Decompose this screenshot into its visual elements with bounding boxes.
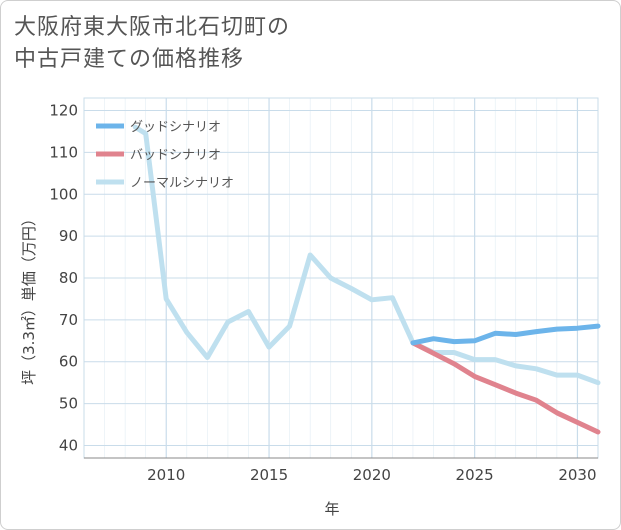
series-line-good [410, 323, 601, 346]
y-tick-label: 90 [59, 227, 78, 245]
series-line-bad [410, 340, 601, 435]
x-tick-label: 2015 [250, 466, 288, 484]
x-axis-label: 年 [324, 500, 339, 518]
y-tick-label: 100 [49, 185, 78, 203]
chart-title-line-1: 大阪府東大阪市北石切町の [14, 15, 291, 40]
y-tick-label: 50 [59, 395, 78, 413]
x-axis-ticks: 2010 2015 2020 2025 2030 [147, 466, 596, 484]
chart-title-line-2: 中古戸建ての価格推移 [14, 47, 245, 72]
legend-label-normal: ノーマルシナリオ [130, 176, 234, 191]
x-tick-label: 2025 [456, 466, 494, 484]
x-tick-label: 2030 [558, 466, 596, 484]
x-tick-label: 2020 [353, 466, 391, 484]
series-line-normal [132, 124, 601, 386]
legend-label-bad: バッドシナリオ [130, 148, 221, 163]
y-tick-label: 120 [49, 102, 78, 120]
y-tick-label: 80 [59, 269, 78, 287]
y-axis-ticks: 40 50 60 70 80 90 100 110 120 [49, 102, 78, 455]
chart-title: 大阪府東大阪市北石切町の 中古戸建ての価格推移 [14, 12, 574, 76]
legend-label-good: グッドシナリオ [130, 120, 221, 135]
grid-lines [83, 97, 599, 459]
y-tick-label: 60 [59, 353, 78, 371]
y-tick-label: 110 [49, 143, 78, 161]
y-tick-label: 40 [59, 436, 78, 454]
y-tick-label: 70 [59, 311, 78, 329]
y-axis-label: 坪（3.3㎡）単価（万円） [20, 211, 38, 385]
x-tick-label: 2010 [147, 466, 185, 484]
series-lines [132, 124, 601, 435]
